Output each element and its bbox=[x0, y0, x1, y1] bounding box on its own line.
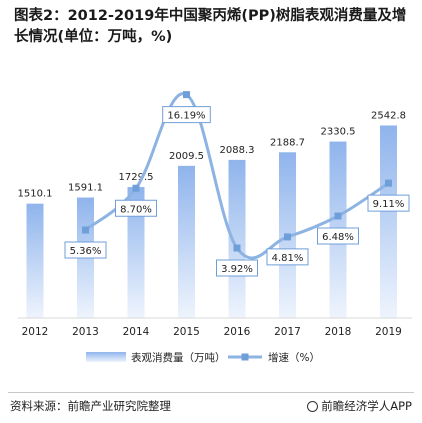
x-tick-2014: 2014 bbox=[123, 326, 150, 338]
bar-label-2017: 2188.7 bbox=[270, 137, 305, 148]
growth-label-2014: 8.70% bbox=[120, 204, 152, 215]
growth-labels: 5.36% 8.70% 16.19% 3.92% 4.81% 6.48% 9.11% bbox=[64, 106, 410, 277]
x-tick-2019: 2019 bbox=[375, 326, 402, 338]
bar-2016 bbox=[228, 159, 246, 318]
growth-label-box-2014 bbox=[115, 199, 157, 217]
growth-label-box-2019 bbox=[367, 194, 410, 212]
bar-label-2018: 2330.5 bbox=[321, 127, 356, 138]
brand-credit: 前瞻经济学人APP bbox=[307, 398, 412, 414]
growth-marker-2013 bbox=[82, 226, 89, 234]
bar-label-2013: 1591.1 bbox=[68, 183, 103, 194]
source-note: 资料来源：前瞻产业研究院整理 bbox=[10, 399, 171, 413]
x-tick-2017: 2017 bbox=[274, 326, 301, 338]
bar-series bbox=[26, 125, 397, 318]
x-tick-2012: 2012 bbox=[22, 326, 49, 338]
growth-marker-2014 bbox=[132, 184, 140, 192]
legend: 表观消费量（万吨） 增速（%） bbox=[86, 351, 320, 364]
growth-marker-2019 bbox=[385, 179, 392, 187]
bar-labels: 1510.1 1591.1 1729.5 2009.5 2088.3 2188.7 2330… bbox=[18, 110, 407, 199]
bar-2014 bbox=[127, 187, 145, 318]
legend-line-marker bbox=[241, 353, 249, 361]
brand-name: 前瞻经济学人APP bbox=[321, 399, 412, 413]
x-tick-2016: 2016 bbox=[224, 326, 251, 338]
growth-label-box-2013 bbox=[64, 241, 107, 259]
bar-2015 bbox=[178, 165, 195, 318]
growth-label-2016: 3.92% bbox=[221, 264, 253, 275]
x-tick-labels: 2012 2013 2014 2015 2016 2017 2018 2019 bbox=[22, 326, 402, 338]
growth-marker-2015 bbox=[183, 91, 190, 99]
bar-label-2014: 1729.5 bbox=[119, 172, 154, 183]
x-tick-2013: 2013 bbox=[72, 326, 99, 338]
bar-2019 bbox=[380, 125, 397, 318]
brand-logo-icon bbox=[307, 401, 319, 412]
growth-label-2018: 6.48% bbox=[322, 232, 354, 243]
growth-marker-2017 bbox=[284, 233, 291, 241]
growth-label-2017: 4.81% bbox=[272, 253, 304, 264]
legend-bar-label: 表观消费量（万吨） bbox=[131, 351, 226, 364]
x-tick-2018: 2018 bbox=[325, 326, 352, 338]
bar-label-2019: 2542.8 bbox=[371, 110, 406, 121]
growth-label-box-2016 bbox=[216, 259, 258, 277]
legend-bar-swatch bbox=[86, 352, 126, 362]
growth-label-2013: 5.36% bbox=[70, 246, 102, 257]
growth-marker-2018 bbox=[334, 212, 342, 220]
x-tick-2015: 2015 bbox=[173, 326, 200, 338]
growth-label-box-2018 bbox=[317, 227, 359, 245]
footer-divider bbox=[8, 392, 414, 393]
growth-label-box-2017 bbox=[266, 248, 309, 266]
growth-label-2019: 9.11% bbox=[373, 199, 405, 210]
bar-2012 bbox=[26, 203, 44, 318]
bar-label-2015: 2009.5 bbox=[169, 151, 204, 162]
legend-line-label: 增速（%） bbox=[268, 351, 320, 364]
growth-marker-2016 bbox=[233, 244, 241, 252]
growth-label-2015: 16.19% bbox=[167, 111, 205, 122]
growth-label-box-2015 bbox=[162, 106, 211, 124]
bar-label-2012: 1510.1 bbox=[18, 189, 53, 200]
growth-line-series bbox=[82, 91, 392, 260]
bar-label-2016: 2088.3 bbox=[220, 145, 255, 156]
chart-title: 图表2：2012-2019年中国聚丙烯(PP)树脂表观消费量及增长情况(单位：万… bbox=[14, 8, 407, 45]
